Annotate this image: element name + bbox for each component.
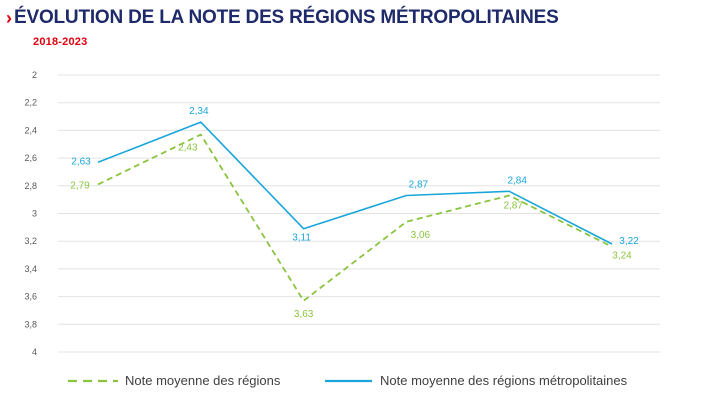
data-label: 2,84: [507, 175, 527, 186]
y-tick-label: 4: [32, 347, 37, 357]
data-label: 2,87: [503, 200, 523, 211]
y-tick-label: 3,8: [24, 319, 37, 329]
data-label: 3,63: [294, 309, 314, 320]
data-label: 2,34: [189, 106, 209, 117]
y-tick-label: 2: [32, 70, 37, 80]
legend-label-metropolitan: Note moyenne des régions métropolitaines: [380, 373, 628, 388]
y-tick-label: 2,4: [24, 125, 37, 135]
legend-label-regions: Note moyenne des régions: [125, 373, 281, 388]
y-tick-label: 3,2: [24, 236, 37, 246]
data-label: 3,22: [619, 236, 639, 247]
series-line-metropolitan: [97, 121, 613, 245]
chevron-right-icon: ›: [6, 7, 12, 28]
y-tick-label: 2,2: [24, 98, 37, 108]
series-line-regions: [97, 133, 613, 302]
data-label: 2,63: [71, 156, 91, 167]
data-label: 2,79: [70, 180, 90, 191]
y-tick-label: 3,4: [24, 264, 37, 274]
data-label: 2,87: [409, 179, 429, 190]
chart-subtitle: 2018-2023: [33, 36, 88, 48]
y-tick-label: 3,6: [24, 292, 37, 302]
y-tick-label: 2,8: [24, 181, 37, 191]
data-label: 3,24: [612, 251, 632, 262]
chart-title: ÉVOLUTION DE LA NOTE DES RÉGIONS MÉTROPO…: [14, 7, 559, 28]
data-label: 3,06: [411, 230, 431, 241]
data-label: 3,11: [292, 233, 311, 244]
y-tick-label: 2,6: [24, 153, 37, 163]
title-row: › ÉVOLUTION DE LA NOTE DES RÉGIONS MÉTRO…: [6, 8, 559, 27]
y-tick-label: 3: [32, 209, 37, 219]
data-label: 2,43: [178, 143, 198, 154]
